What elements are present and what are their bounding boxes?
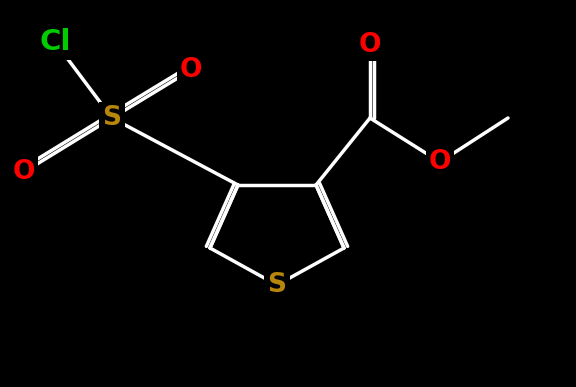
- Text: O: O: [429, 149, 451, 175]
- Text: Cl: Cl: [39, 28, 71, 56]
- Text: O: O: [13, 159, 35, 185]
- Text: S: S: [267, 272, 286, 298]
- Text: O: O: [180, 57, 202, 83]
- Text: O: O: [359, 32, 381, 58]
- Text: S: S: [103, 105, 122, 131]
